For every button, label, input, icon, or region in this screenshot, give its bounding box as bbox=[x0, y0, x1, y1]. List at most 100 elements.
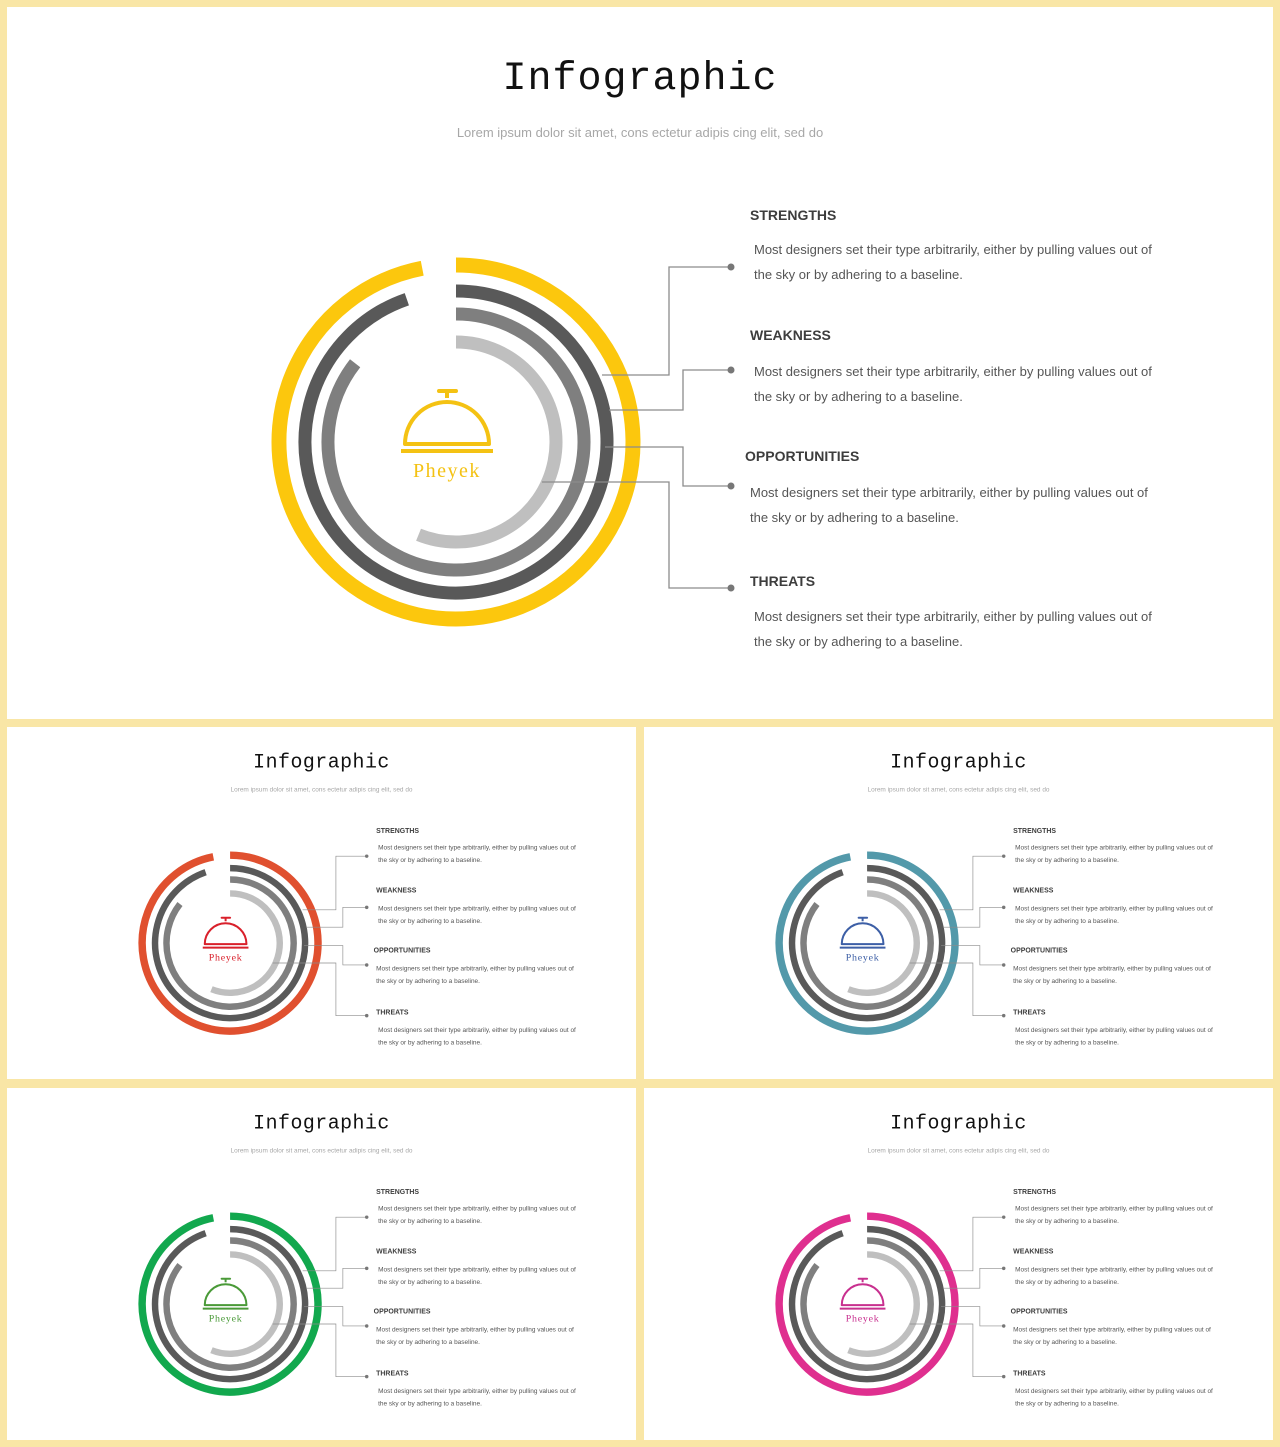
item-description: Most designers set their type arbitraril… bbox=[1015, 1026, 1213, 1046]
connector-line bbox=[542, 481, 731, 589]
connector-dot bbox=[1001, 1013, 1006, 1018]
slide-subtitle: Lorem ipsum dolor sit amet, cons ectetur… bbox=[230, 1146, 413, 1155]
cloche-icon bbox=[839, 1277, 886, 1310]
connector-line bbox=[306, 907, 367, 928]
slide-variant[interactable]: Infographic Lorem ipsum dolor sit amet, c… bbox=[7, 1088, 636, 1440]
slide-subtitle: Lorem ipsum dolor sit amet, cons ectetur… bbox=[867, 1146, 1050, 1155]
item-heading-threats: THREATS bbox=[1013, 1369, 1046, 1378]
connector-line bbox=[304, 945, 367, 966]
ring-diagram: Pheyek bbox=[775, 851, 1006, 1035]
ring-mid bbox=[800, 1237, 934, 1371]
ring-diagram: Pheyek bbox=[138, 1212, 369, 1396]
item-description: Most designers set their type arbitraril… bbox=[376, 1325, 574, 1346]
logo-text: Pheyek bbox=[846, 953, 880, 964]
connector-line bbox=[909, 962, 1004, 1016]
slide-variant[interactable]: Infographic Lorem ipsum dolor sit amet, c… bbox=[644, 1088, 1273, 1440]
item-description: Most designers set their type arbitraril… bbox=[378, 1026, 576, 1046]
connector-line bbox=[939, 1216, 1004, 1272]
item-heading-weakness: WEAKNESS bbox=[376, 1246, 417, 1255]
connector-dot bbox=[727, 366, 735, 374]
ring-dark bbox=[788, 1225, 946, 1383]
ring-light bbox=[210, 890, 283, 997]
connector-dot bbox=[1001, 1324, 1006, 1328]
connector-line bbox=[306, 1268, 367, 1289]
connector-line bbox=[605, 446, 731, 487]
slide-variant[interactable]: Infographic Lorem ipsum dolor sit amet, c… bbox=[644, 727, 1273, 1079]
connector-line bbox=[909, 1323, 1004, 1377]
connector-dot bbox=[364, 1324, 369, 1328]
connector-dot bbox=[364, 1013, 369, 1018]
slide-title: Infographic bbox=[253, 751, 390, 775]
cloche-icon bbox=[202, 1277, 249, 1310]
connector-dot bbox=[1001, 1266, 1006, 1271]
connector-dot bbox=[727, 584, 735, 592]
connector-dot bbox=[727, 482, 735, 490]
ring-diagram: Pheyek bbox=[271, 257, 735, 627]
connector-dot bbox=[727, 263, 735, 271]
ring-light bbox=[210, 1251, 283, 1358]
connector-dot bbox=[1001, 1215, 1006, 1219]
slide-subtitle: Lorem ipsum dolor sit amet, cons ectetur… bbox=[867, 785, 1050, 794]
ring-mid bbox=[163, 1237, 297, 1371]
item-heading-threats: THREATS bbox=[376, 1369, 409, 1378]
connector-line bbox=[941, 945, 1004, 966]
item-description: Most designers set their type arbitraril… bbox=[1015, 1265, 1213, 1286]
item-heading-weakness: WEAKNESS bbox=[750, 327, 831, 343]
item-description: Most designers set their type arbitraril… bbox=[1013, 964, 1211, 985]
item-heading-strengths: STRENGTHS bbox=[376, 826, 420, 835]
item-description: Most designers set their type arbitraril… bbox=[1015, 1387, 1213, 1407]
item-heading-threats: THREATS bbox=[376, 1008, 409, 1017]
item-description: Most designers set their type arbitraril… bbox=[1015, 843, 1213, 864]
slide-variant[interactable]: Infographic Lorem ipsum dolor sit amet, c… bbox=[7, 727, 636, 1079]
connector-line bbox=[302, 1216, 367, 1272]
connector-line bbox=[941, 1306, 1004, 1327]
item-description: Most designers set their type arbitraril… bbox=[754, 364, 1152, 404]
ring-light bbox=[416, 335, 563, 549]
item-heading-strengths: STRENGTHS bbox=[1013, 1187, 1057, 1196]
connector-line bbox=[939, 855, 1004, 911]
slide-title: Infographic bbox=[253, 1112, 390, 1136]
logo-text: Pheyek bbox=[209, 1314, 243, 1325]
ring-dark bbox=[788, 864, 946, 1022]
item-heading-weakness: WEAKNESS bbox=[376, 885, 417, 894]
connector-line bbox=[304, 1306, 367, 1327]
slide-title: Infographic bbox=[890, 751, 1027, 775]
ring-accent bbox=[271, 257, 641, 627]
item-description: Most designers set their type arbitraril… bbox=[754, 242, 1152, 282]
cloche-icon bbox=[202, 916, 249, 949]
item-description: Most designers set their type arbitraril… bbox=[1015, 1204, 1213, 1225]
connector-dot bbox=[364, 1374, 369, 1379]
cloche-icon bbox=[839, 916, 886, 949]
ring-light bbox=[847, 890, 920, 997]
ring-dark bbox=[151, 1225, 309, 1383]
connector-line bbox=[602, 266, 731, 376]
ring-mid bbox=[321, 307, 591, 577]
connector-line bbox=[609, 369, 731, 411]
item-heading-weakness: WEAKNESS bbox=[1013, 885, 1054, 894]
slide-main[interactable]: Infographic Lorem ipsum dolor sit amet, c… bbox=[7, 7, 1273, 719]
item-heading-opportunities: OPPORTUNITIES bbox=[373, 1307, 431, 1316]
ring-diagram: Pheyek bbox=[775, 1212, 1006, 1396]
slide-subtitle: Lorem ipsum dolor sit amet, cons ectetur… bbox=[456, 125, 824, 140]
item-heading-opportunities: OPPORTUNITIES bbox=[1010, 946, 1068, 955]
connector-dot bbox=[364, 905, 369, 910]
ring-accent bbox=[138, 1212, 322, 1396]
item-heading-strengths: STRENGTHS bbox=[750, 207, 837, 223]
item-heading-opportunities: OPPORTUNITIES bbox=[1010, 1307, 1068, 1316]
logo-text: Pheyek bbox=[846, 1314, 880, 1325]
logo-text: Pheyek bbox=[209, 953, 243, 964]
connector-dot bbox=[1001, 963, 1006, 967]
item-heading-opportunities: OPPORTUNITIES bbox=[745, 448, 860, 464]
item-heading-opportunities: OPPORTUNITIES bbox=[373, 946, 431, 955]
logo-text: Pheyek bbox=[413, 460, 481, 482]
item-heading-threats: THREATS bbox=[750, 573, 816, 589]
ring-accent bbox=[775, 851, 959, 1035]
slide-title: Infographic bbox=[890, 1112, 1027, 1136]
ring-light bbox=[847, 1251, 920, 1358]
item-description: Most designers set their type arbitraril… bbox=[750, 485, 1148, 525]
connector-dot bbox=[364, 854, 369, 858]
connector-dot bbox=[364, 1266, 369, 1271]
item-description: Most designers set their type arbitraril… bbox=[1013, 1325, 1211, 1346]
item-heading-weakness: WEAKNESS bbox=[1013, 1246, 1054, 1255]
item-description: Most designers set their type arbitraril… bbox=[376, 964, 574, 985]
